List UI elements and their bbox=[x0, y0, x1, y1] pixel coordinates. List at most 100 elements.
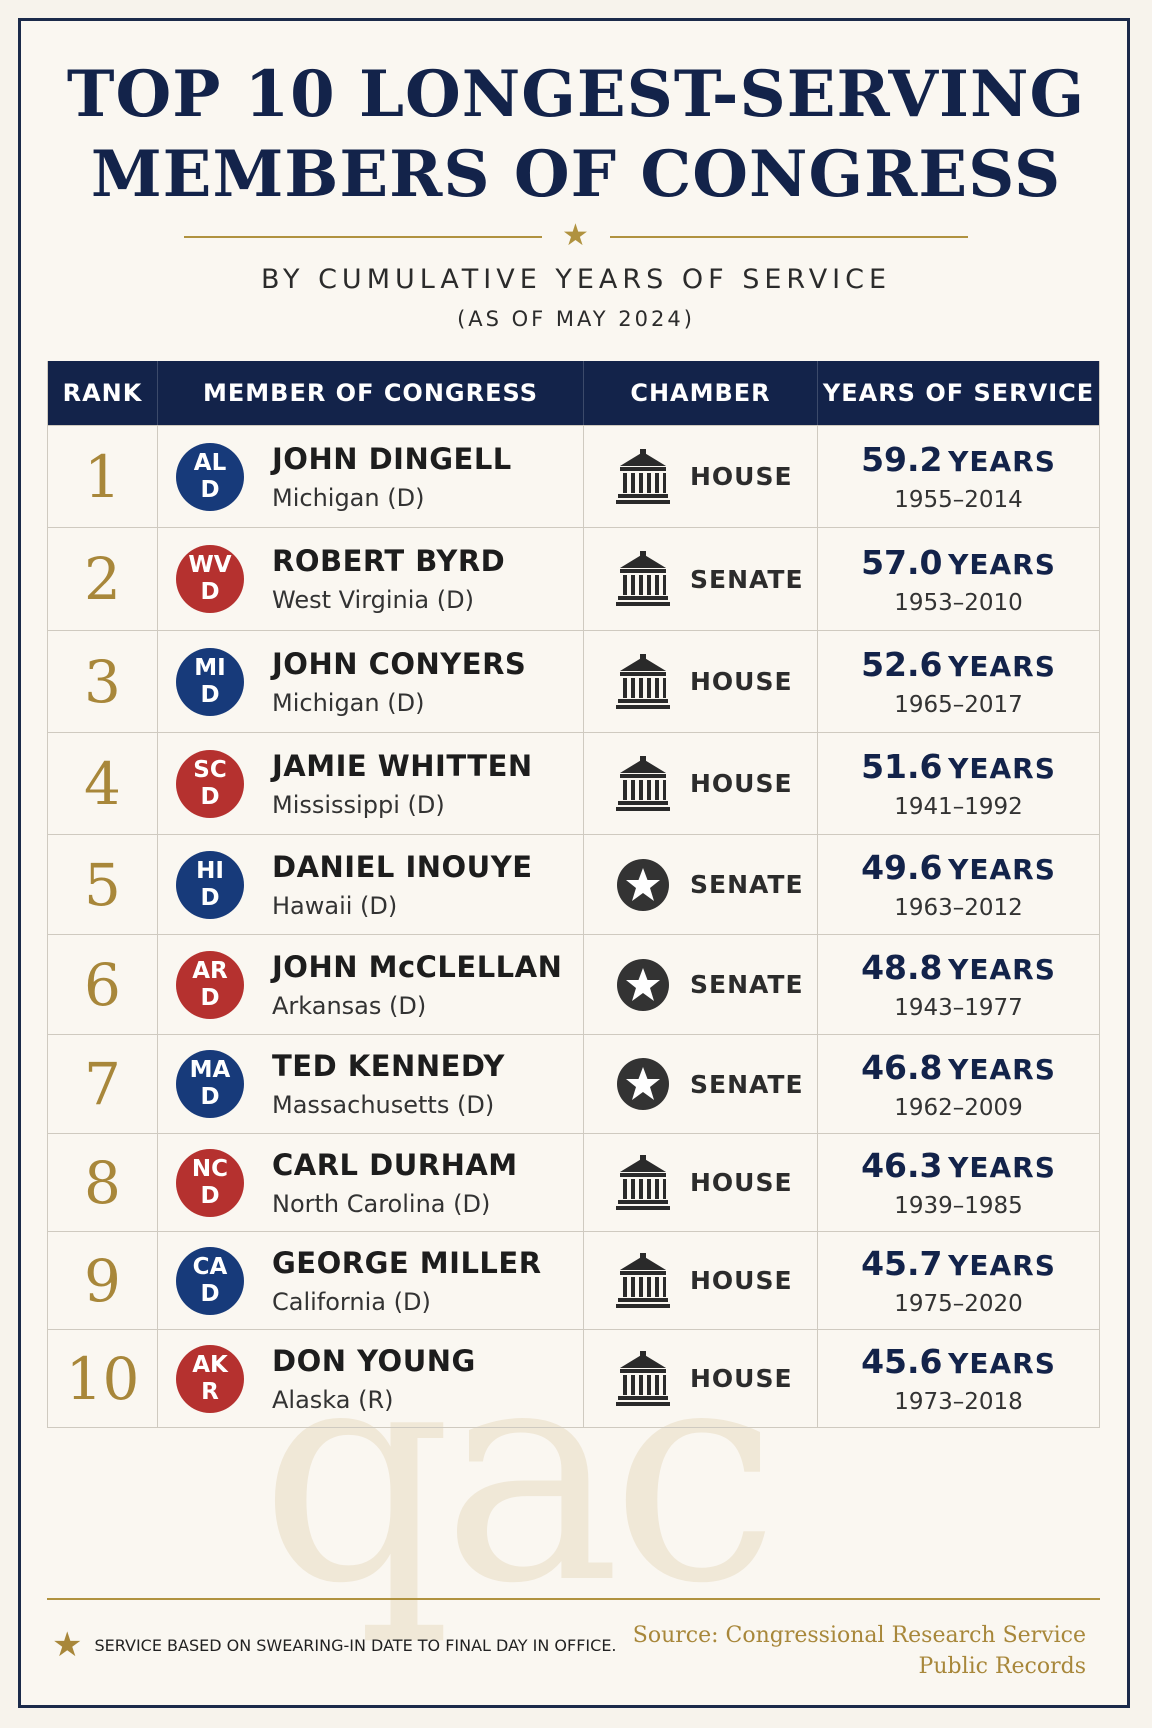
member-name: CARL DURHAM bbox=[272, 1147, 518, 1182]
party-letter: D bbox=[200, 1084, 220, 1110]
capitol-building-icon bbox=[614, 550, 672, 608]
rank-number: 7 bbox=[48, 1035, 158, 1133]
member-info: CARL DURHAM North Carolina (D) bbox=[272, 1148, 518, 1218]
table-row: 10 AK R DON YOUNG Alaska (R) HOUSE 45.6 … bbox=[48, 1329, 1099, 1427]
member-name: DANIEL INOUYE bbox=[272, 849, 533, 884]
star-icon: ★ bbox=[562, 218, 589, 253]
member-cell: WV D ROBERT BYRD West Virginia (D) bbox=[158, 528, 584, 630]
member-name: JOHN McCLELLAN bbox=[272, 949, 563, 984]
years-unit: YEARS bbox=[948, 752, 1056, 785]
service-span: 1941–1992 bbox=[894, 794, 1023, 820]
years-cell: 48.8 YEARS 1943–1977 bbox=[818, 935, 1099, 1034]
member-info: JOHN CONYERS Michigan (D) bbox=[272, 647, 526, 717]
rank-number: 1 bbox=[48, 426, 158, 527]
chamber-cell: HOUSE bbox=[584, 1232, 818, 1329]
service-span: 1965–2017 bbox=[894, 692, 1023, 718]
rank-number: 6 bbox=[48, 935, 158, 1034]
party-letter: D bbox=[200, 1182, 220, 1209]
member-state: Massachusetts (D) bbox=[272, 1091, 495, 1119]
as-of-date: (AS OF MAY 2024) bbox=[457, 307, 695, 331]
service-span: 1973–2018 bbox=[894, 1389, 1023, 1415]
member-cell: MA D TED KENNEDY Massachusetts (D) bbox=[158, 1035, 584, 1133]
state-abbr: AK bbox=[192, 1351, 228, 1378]
years-cell: 59.2 YEARS 1955–2014 bbox=[818, 426, 1099, 527]
rank-number: 8 bbox=[48, 1134, 158, 1231]
chamber-label: HOUSE bbox=[690, 1364, 793, 1393]
party-letter: R bbox=[201, 1378, 219, 1405]
table-body: 1 AL D JOHN DINGELL Michigan (D) HOUSE 5… bbox=[48, 425, 1099, 1427]
chamber-label: HOUSE bbox=[690, 1168, 793, 1197]
state-party-badge: MI D bbox=[176, 647, 244, 716]
years-cell: 49.6 YEARS 1963–2012 bbox=[818, 835, 1099, 934]
years-unit: YEARS bbox=[948, 1249, 1056, 1282]
chamber-cell: HOUSE bbox=[584, 733, 818, 834]
service-span: 1939–1985 bbox=[894, 1193, 1023, 1219]
party-letter: D bbox=[200, 579, 220, 605]
member-state: Hawaii (D) bbox=[272, 891, 398, 920]
star-icon: ★ bbox=[52, 1625, 83, 1665]
member-name: JOHN CONYERS bbox=[272, 646, 527, 681]
member-info: JOHN McCLELLAN Arkansas (D) bbox=[272, 950, 562, 1020]
chamber-cell: HOUSE bbox=[584, 631, 818, 732]
years-value: 51.6 YEARS bbox=[861, 747, 1056, 786]
years-cell: 52.6 YEARS 1965–2017 bbox=[818, 631, 1099, 732]
years-unit: YEARS bbox=[948, 1151, 1056, 1184]
divider-line-left bbox=[184, 236, 542, 238]
member-state: Alaska (R) bbox=[272, 1385, 394, 1414]
years-cell: 45.7 YEARS 1975–2020 bbox=[818, 1232, 1099, 1329]
capitol-building-icon bbox=[614, 1252, 672, 1310]
table-row: 9 CA D GEORGE MILLER California (D) HOUS… bbox=[48, 1231, 1099, 1329]
years-value: 49.6 YEARS bbox=[861, 848, 1056, 887]
years-number: 48.8 bbox=[861, 948, 943, 987]
service-span: 1953–2010 bbox=[894, 589, 1023, 616]
party-letter: D bbox=[200, 1280, 220, 1307]
chamber-cell: SENATE bbox=[584, 935, 818, 1034]
years-unit: YEARS bbox=[948, 650, 1056, 683]
table-row: 6 AR D JOHN McCLELLAN Arkansas (D) SENAT… bbox=[48, 934, 1099, 1034]
state-party-badge: SC D bbox=[176, 749, 244, 818]
page-title: TOP 10 LONGEST-SERVING MEMBERS OF CONGRE… bbox=[0, 55, 1152, 215]
table-row: 7 MA D TED KENNEDY Massachusetts (D) SEN… bbox=[48, 1034, 1099, 1133]
member-state: Michigan (D) bbox=[272, 483, 425, 512]
chamber-label: SENATE bbox=[690, 564, 804, 594]
years-value: 46.8 YEARS bbox=[861, 1048, 1056, 1087]
member-name: TED KENNEDY bbox=[272, 1049, 505, 1083]
state-party-badge: HI D bbox=[176, 850, 244, 919]
table-header: RANK MEMBER OF CONGRESS CHAMBER YEARS OF… bbox=[48, 361, 1099, 425]
years-cell: 45.6 YEARS 1973–2018 bbox=[818, 1330, 1099, 1427]
chamber-cell: HOUSE bbox=[584, 1330, 818, 1427]
member-name: JOHN DINGELL bbox=[272, 441, 512, 476]
rank-number: 2 bbox=[48, 528, 158, 630]
subtitle: BY CUMULATIVE YEARS OF SERVICE bbox=[260, 264, 892, 295]
years-cell: 57.0 YEARS 1953–2010 bbox=[818, 528, 1099, 630]
source-line-2: Public Records bbox=[918, 1654, 1086, 1679]
years-number: 51.6 bbox=[861, 747, 943, 786]
rank-number: 9 bbox=[48, 1232, 158, 1329]
state-abbr: NC bbox=[191, 1155, 229, 1182]
member-cell: CA D GEORGE MILLER California (D) bbox=[158, 1232, 584, 1329]
table-row: 1 AL D JOHN DINGELL Michigan (D) HOUSE 5… bbox=[48, 425, 1099, 527]
member-name: GEORGE MILLER bbox=[272, 1245, 542, 1280]
table-row: 4 SC D JAMIE WHITTEN Mississippi (D) HOU… bbox=[48, 732, 1099, 834]
years-value: 48.8 YEARS bbox=[861, 948, 1056, 987]
rank-number: 5 bbox=[48, 835, 158, 934]
table-row: 5 HI D DANIEL INOUYE Hawaii (D) SENATE 4… bbox=[48, 834, 1099, 934]
years-number: 59.2 bbox=[861, 440, 943, 479]
state-party-badge: NC D bbox=[176, 1148, 244, 1217]
footnote: ★ SERVICE BASED ON SWEARING-IN DATE TO F… bbox=[52, 1628, 617, 1662]
state-party-badge: CA D bbox=[176, 1246, 244, 1315]
state-abbr: HI bbox=[196, 857, 224, 884]
title-divider: ★ bbox=[184, 218, 968, 253]
chamber-cell: SENATE bbox=[584, 1035, 818, 1133]
years-number: 46.8 bbox=[861, 1047, 943, 1087]
state-party-badge: AL D bbox=[176, 442, 244, 511]
member-info: ROBERT BYRD West Virginia (D) bbox=[272, 544, 505, 614]
service-span: 1963–2012 bbox=[894, 895, 1023, 921]
state-party-badge: WV D bbox=[176, 545, 244, 613]
capitol-building-icon bbox=[614, 755, 672, 813]
rank-number: 4 bbox=[48, 733, 158, 834]
source-credit: Source: Congressional Research Service P… bbox=[633, 1620, 1086, 1682]
member-info: JOHN DINGELL Michigan (D) bbox=[272, 442, 512, 512]
chamber-label: SENATE bbox=[690, 1069, 804, 1099]
party-letter: D bbox=[200, 884, 220, 911]
